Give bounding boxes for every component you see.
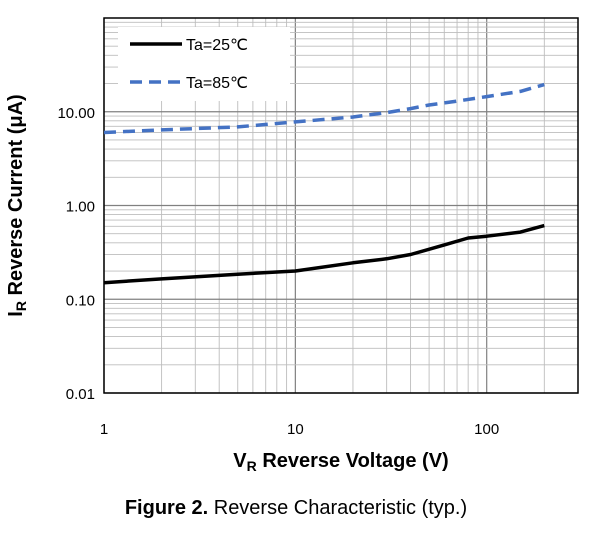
x-axis-title: VR Reverse Voltage (V)	[233, 450, 448, 474]
x-tick-label: 1	[100, 421, 108, 438]
x-axis-title-subscript: R	[247, 458, 257, 474]
y-tick-label: 1.00	[66, 199, 95, 216]
y-axis-title-subscript: R	[13, 301, 29, 311]
x-axis-title-main: V	[233, 450, 247, 472]
legend-entry-label: Ta=25℃	[186, 37, 248, 54]
y-tick-label: 0.01	[66, 386, 95, 403]
series-line	[103, 223, 545, 285]
y-tick-label: 10.00	[57, 105, 95, 122]
x-tick-label: 100	[474, 421, 499, 438]
y-tick-label: 0.10	[66, 292, 95, 309]
y-axis-title-rest: Reverse Current (μA)	[5, 94, 27, 301]
x-tick-label: 10	[287, 421, 304, 438]
axis-tick-labels: 1 10 100 0.01 0.10 1.00 10.00	[57, 105, 499, 438]
series-line	[103, 82, 545, 135]
figure-caption-label: Figure 2.	[124, 497, 209, 519]
y-axis-title-main: I	[5, 311, 27, 317]
data-series	[103, 82, 545, 285]
reverse-characteristic-chart: 1 10 100 0.01 0.10 1.00 10.00 Ta=25℃ Ta=85℃ VR …	[5, 17, 579, 474]
x-axis-title-rest: Reverse Voltage (V)	[257, 450, 449, 472]
plot-area-frame	[103, 17, 579, 394]
figure-caption: Figure 2. Reverse Characteristic (typ.)	[0, 497, 592, 520]
legend-background	[118, 27, 290, 101]
legend-entry-label: Ta=85℃	[186, 75, 248, 92]
figure-caption-text: Reverse Characteristic (typ.)	[208, 497, 468, 519]
legend: Ta=25℃ Ta=85℃	[118, 27, 290, 101]
y-axis-title: IR Reverse Current (μA)	[5, 94, 29, 316]
